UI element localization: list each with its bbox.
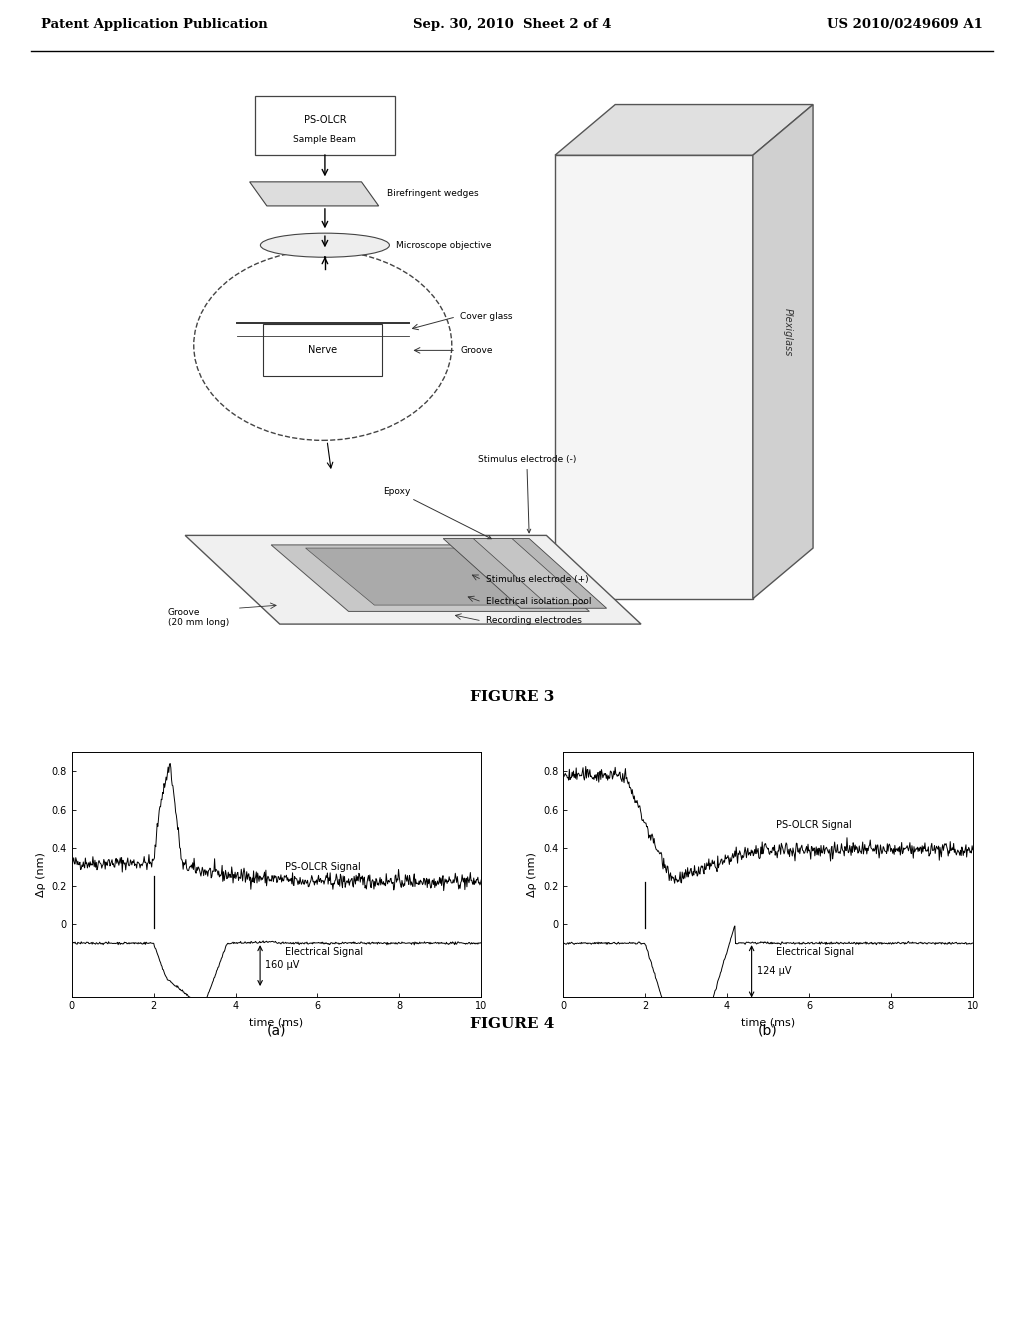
Polygon shape [555,104,813,156]
Text: PS-OLCR Signal: PS-OLCR Signal [776,820,852,830]
Text: Sep. 30, 2010  Sheet 2 of 4: Sep. 30, 2010 Sheet 2 of 4 [413,18,611,32]
Text: Electrical isolation pool: Electrical isolation pool [486,598,592,606]
Text: Cover glass: Cover glass [461,313,513,321]
Text: Groove
(20 mm long): Groove (20 mm long) [168,609,229,627]
Text: Sample Beam: Sample Beam [294,135,356,144]
Text: Epoxy: Epoxy [383,487,492,539]
Polygon shape [753,104,813,599]
Text: 160 μV: 160 μV [265,960,299,970]
Polygon shape [271,545,590,611]
Polygon shape [443,539,606,609]
Text: 124 μV: 124 μV [757,966,791,975]
Text: US 2010/0249609 A1: US 2010/0249609 A1 [827,18,983,32]
Text: Patent Application Publication: Patent Application Publication [41,18,267,32]
Polygon shape [185,536,641,624]
Text: Stimulus electrode (+): Stimulus electrode (+) [486,576,589,585]
Polygon shape [250,182,379,206]
Polygon shape [555,156,753,599]
Text: Microscope objective: Microscope objective [396,240,492,249]
Ellipse shape [260,234,389,257]
Polygon shape [473,539,585,603]
Y-axis label: Δρ (nm): Δρ (nm) [527,853,538,896]
X-axis label: time (ms): time (ms) [250,1016,303,1027]
FancyBboxPatch shape [255,95,395,154]
Text: PS-OLCR: PS-OLCR [303,115,346,125]
Text: Birefringent wedges: Birefringent wedges [387,189,479,198]
Text: Plexiglass: Plexiglass [782,309,793,356]
Y-axis label: Δρ (nm): Δρ (nm) [36,853,46,896]
Text: (b): (b) [758,1024,778,1038]
Text: Recording electrodes: Recording electrodes [486,616,582,626]
Text: Stimulus electrode (-): Stimulus electrode (-) [477,455,575,533]
Text: (a): (a) [266,1024,287,1038]
Text: Nerve: Nerve [308,346,337,355]
FancyBboxPatch shape [263,323,382,376]
Polygon shape [305,548,547,605]
X-axis label: time (ms): time (ms) [741,1016,795,1027]
Text: FIGURE 3: FIGURE 3 [470,690,554,704]
Text: FIGURE 4: FIGURE 4 [470,1018,554,1031]
Text: Groove: Groove [461,346,493,355]
Text: Electrical Signal: Electrical Signal [285,946,362,957]
Text: PS-OLCR Signal: PS-OLCR Signal [285,862,360,873]
Text: Electrical Signal: Electrical Signal [776,946,854,957]
